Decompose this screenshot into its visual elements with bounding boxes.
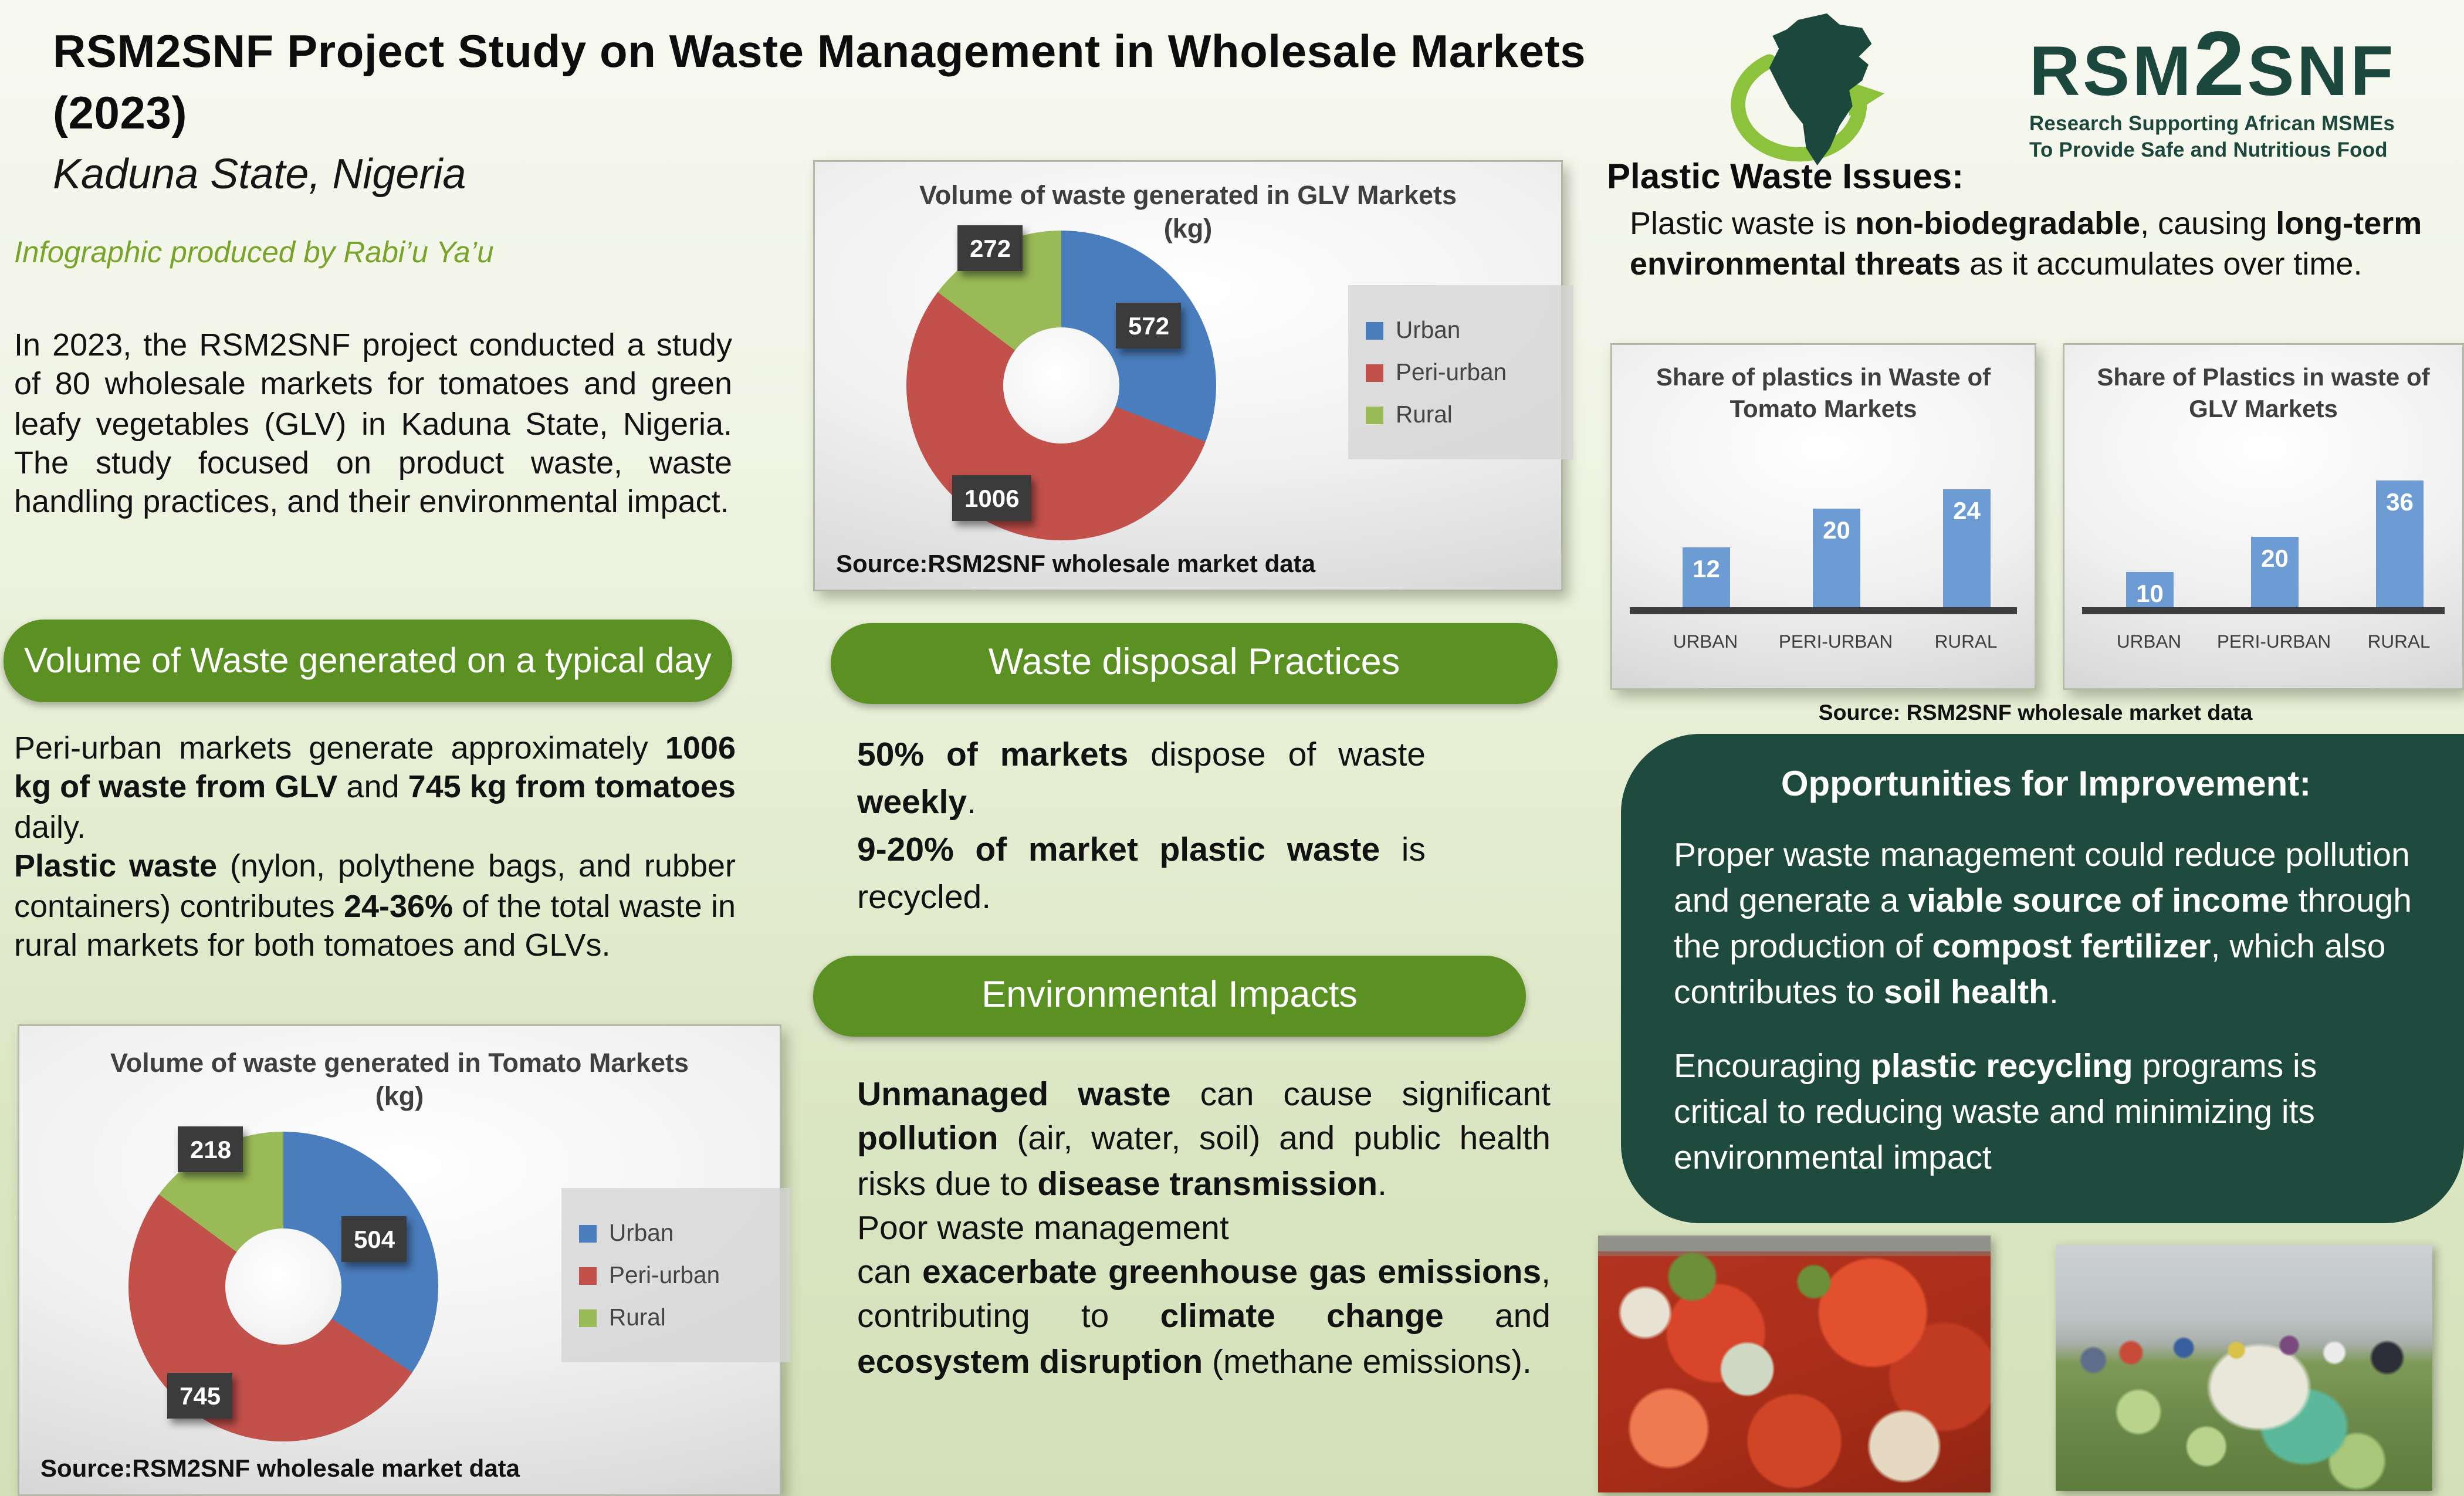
tomato-donut-chart-card: Volume of waste generated in Tomato Mark… xyxy=(18,1024,790,1496)
legend-label-periurban: Peri-urban xyxy=(609,1262,720,1288)
category-axis: URBAN PERI-URBAN RURAL xyxy=(2082,632,2445,656)
opportunities-paragraph-2: Encouraging plastic recycling programs i… xyxy=(1674,1049,2317,1177)
bar-charts-source: Source: RSM2SNF wholesale market data xyxy=(1818,700,2253,725)
bar-value-label: 24 xyxy=(1953,496,1981,524)
legend-swatch-rural xyxy=(579,1308,597,1326)
tomato-chart-title: Volume of waste generated in Tomato Mark… xyxy=(110,1049,689,1112)
legend-swatch-urban xyxy=(1366,321,1383,339)
section-header-volume-of-waste-label: Volume of Waste generated on a typical d… xyxy=(24,642,712,681)
logo-tagline-1: Research Supporting African MSMEs xyxy=(2029,113,2395,136)
category-label-urban: URBAN xyxy=(2116,632,2182,653)
bar-periurban: 20 xyxy=(1813,509,1860,607)
bar-value-label: 20 xyxy=(1823,516,1850,544)
tomato-chart-legend: Urban Peri-urban Rural xyxy=(561,1188,790,1362)
bar-rural: 24 xyxy=(1943,489,1991,607)
category-axis: URBAN PERI-URBAN RURAL xyxy=(1630,632,2017,656)
legend-label-urban: Urban xyxy=(1396,317,1461,343)
glv-chart-title: Volume of waste generated in GLV Markets… xyxy=(919,181,1457,245)
logo-wordmark-rsm: RSM xyxy=(2029,33,2194,111)
section-header-volume-of-waste: Volume of Waste generated on a typical d… xyxy=(4,620,732,702)
bar-periurban: 20 xyxy=(2251,537,2299,607)
glv-rural-value-label: 272 xyxy=(957,225,1024,271)
logo-wordmark: RSM2SNF xyxy=(2029,19,2460,113)
plastic-waste-issues-heading: Plastic Waste Issues: xyxy=(1607,158,1964,197)
category-label-rural: RURAL xyxy=(2367,632,2431,653)
legend-item-urban: Urban xyxy=(579,1220,773,1246)
legend-item-rural: Rural xyxy=(579,1304,773,1331)
section-header-environmental-impacts: Environmental Impacts xyxy=(813,956,1526,1037)
legend-swatch-rural xyxy=(1366,405,1383,424)
opportunities-paragraph-1: Proper waste management could reduce pol… xyxy=(1674,838,2412,1012)
bar-rural: 36 xyxy=(2376,480,2424,607)
category-label-rural: RURAL xyxy=(1934,632,1998,653)
africa-swoosh-icon xyxy=(1721,7,1932,183)
legend-label-periurban: Peri-urban xyxy=(1396,359,1507,385)
disposal-paragraph-1: 50% of markets dispose of waste weekly. xyxy=(857,737,1426,822)
rsm2snf-logo: RSM2SNF Research Supporting African MSME… xyxy=(1721,7,2460,183)
tomato-plastics-bar-plot: 12 20 24 xyxy=(1630,357,2017,614)
opportunities-title: Opportunities for Improvement: xyxy=(1781,766,2311,804)
disposal-paragraph-2: 9-20% of market plastic waste is recycle… xyxy=(857,832,1426,917)
glv-urban-value-label: 572 xyxy=(1116,303,1182,348)
bar-value-label: 12 xyxy=(1693,555,1720,584)
tomato-urban-value-label: 504 xyxy=(341,1216,408,1262)
legend-label-rural: Rural xyxy=(1396,401,1453,428)
env-paragraph-1: Unmanaged waste can cause significant po… xyxy=(857,1077,1551,1203)
bar-value-label: 10 xyxy=(2136,579,2164,607)
page-title: RSM2SNF Project Study on Waste Managemen… xyxy=(53,21,1725,144)
glv-chart-legend: Urban Peri-urban Rural xyxy=(1348,285,1573,459)
glv-plastics-bar-chart-card: Share of Plastics in waste of GLV Market… xyxy=(2063,343,2464,690)
legend-swatch-periurban xyxy=(1366,363,1383,381)
tomato-chart-source: Source:RSM2SNF wholesale market data xyxy=(40,1454,520,1482)
market-field-photo xyxy=(2056,1244,2432,1491)
glv-plastics-bar-title: Share of Plastics in waste of GLV Market… xyxy=(2097,363,2430,422)
legend-item-periurban: Peri-urban xyxy=(579,1262,773,1288)
logo-wordmark-snf: SNF xyxy=(2247,33,2396,111)
glv-plastics-bar-plot: 10 20 36 xyxy=(2082,357,2445,614)
env-paragraph-2: Poor waste management xyxy=(857,1210,1229,1248)
opportunities-box: Opportunities for Improvement: Proper wa… xyxy=(1621,734,2464,1248)
volume-paragraph-2: Plastic waste (nylon, polythene bags, an… xyxy=(14,848,736,963)
legend-label-rural: Rural xyxy=(609,1304,666,1331)
tomato-plastics-bar-title: Share of plastics in Waste of Tomato Mar… xyxy=(1656,363,1991,422)
logo-tagline-2: To Provide Safe and Nutritious Food xyxy=(2029,138,2388,161)
legend-item-periurban: Peri-urban xyxy=(1366,359,1556,385)
category-label-periurban: PERI-URBAN xyxy=(1778,632,1893,653)
bar-value-label: 36 xyxy=(2386,488,2414,516)
legend-swatch-periurban xyxy=(579,1266,597,1284)
environmental-impacts-paragraph: Unmanaged waste can cause significant po… xyxy=(857,1074,1551,1385)
page-title-line1: RSM2SNF Project Study on Waste Managemen… xyxy=(53,25,1586,77)
tomato-periurban-value-label: 745 xyxy=(167,1373,233,1419)
donut-hole xyxy=(225,1228,341,1345)
bar-value-label: 20 xyxy=(2261,544,2289,572)
category-label-periurban: PERI-URBAN xyxy=(2216,632,2331,653)
glv-chart-source: Source:RSM2SNF wholesale market data xyxy=(836,549,1315,577)
legend-label-urban: Urban xyxy=(609,1220,674,1246)
page-title-line2: (2023) xyxy=(53,86,188,139)
byline: Infographic produced by Rabi’u Ya’u xyxy=(14,236,494,269)
logo-wordmark-2: 2 xyxy=(2194,14,2248,116)
plastic-waste-issues-paragraph: Plastic waste is non-biodegradable, caus… xyxy=(1630,206,2422,282)
category-label-urban: URBAN xyxy=(1673,632,1738,653)
volume-paragraph-1: Peri-urban markets generate approximatel… xyxy=(14,730,736,845)
glv-donut-chart-card: Volume of waste generated in GLV Markets… xyxy=(813,160,1573,591)
page-subtitle: Kaduna State, Nigeria xyxy=(53,151,466,199)
legend-swatch-urban xyxy=(579,1224,597,1242)
rotten-tomatoes-photo xyxy=(1598,1236,1991,1492)
legend-item-rural: Rural xyxy=(1366,401,1556,428)
tomato-rural-value-label: 218 xyxy=(178,1126,244,1172)
tomato-plastics-bar-chart-card: Share of plastics in Waste of Tomato Mar… xyxy=(1610,343,2036,690)
legend-item-urban: Urban xyxy=(1366,317,1556,343)
env-paragraph-3: can exacerbate greenhouse gas emissions,… xyxy=(857,1255,1551,1382)
waste-disposal-paragraph: 50% of markets dispose of waste weekly. … xyxy=(857,732,1426,922)
bar-urban: 10 xyxy=(2126,572,2174,607)
donut-hole xyxy=(1003,327,1119,444)
logo-text: RSM2SNF Research Supporting African MSME… xyxy=(2029,19,2460,164)
glv-periurban-value-label: 1006 xyxy=(952,475,1032,521)
intro-paragraph: In 2023, the RSM2SNF project conducted a… xyxy=(14,327,732,520)
section-header-waste-disposal: Waste disposal Practices xyxy=(831,623,1558,704)
bar-urban: 12 xyxy=(1683,548,1730,607)
volume-of-waste-paragraph: Peri-urban markets generate approximatel… xyxy=(14,729,736,965)
